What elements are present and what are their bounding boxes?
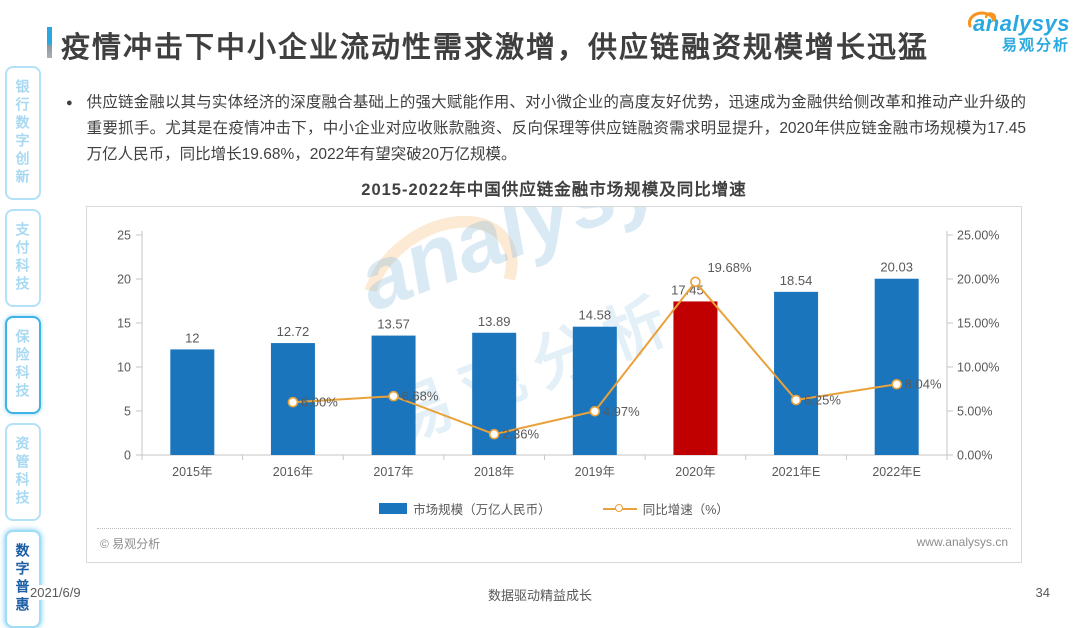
sidebar-item-insurance-tech[interactable]: 保险科技 [4, 316, 41, 414]
svg-text:2021年E: 2021年E [772, 465, 821, 479]
svg-text:2015年: 2015年 [172, 465, 212, 479]
svg-text:2018年: 2018年 [474, 465, 514, 479]
footer-motto: 数据驱动精益成长 [487, 588, 592, 603]
legend-item-growth-rate: 同比增速（%） [602, 499, 729, 518]
svg-text:5.00%: 5.00% [957, 405, 992, 419]
sidebar-nav: 银行数字创新 支付科技 保险科技 资管科技 数字普惠 [4, 66, 41, 628]
page-footer: 数据驱动精益成长 2021/6/9 34 [0, 585, 1080, 603]
sidebar-item-asset-management-tech[interactable]: 资管科技 [4, 423, 41, 521]
svg-text:25.00%: 25.00% [957, 229, 999, 243]
footer-date: 2021/6/9 [30, 585, 81, 600]
svg-text:25: 25 [117, 229, 131, 243]
sidebar-item-payment-tech[interactable]: 支付科技 [4, 209, 41, 307]
market-scale-growth-chart: 0 5 10 15 20 25 0.00% 5.00% 10.00% 15.00% 20.00% 25… [117, 229, 999, 480]
page-number: 34 [1035, 585, 1050, 600]
svg-text:15: 15 [117, 317, 131, 331]
svg-text:10: 10 [117, 361, 131, 375]
chart-copyright: © 易观分析 [100, 537, 161, 551]
title-accent-bar [47, 27, 52, 58]
svg-text:0.00%: 0.00% [957, 449, 992, 463]
svg-text:20.03: 20.03 [880, 260, 913, 275]
svg-text:0: 0 [124, 449, 131, 463]
chart-panel: analysys 易观分析 0 5 10 15 20 25 0.00% 5.00% 10.00%… [86, 206, 1022, 563]
legend-bar-swatch [379, 503, 408, 514]
svg-text:2017年: 2017年 [373, 465, 413, 479]
svg-text:2019年: 2019年 [575, 465, 615, 479]
logo-brand-chinese: 易观分析 [1001, 37, 1070, 54]
svg-text:2016年: 2016年 [273, 465, 313, 479]
svg-text:18.54: 18.54 [780, 273, 813, 288]
svg-text:6.25%: 6.25% [804, 393, 841, 408]
svg-text:10.00%: 10.00% [957, 361, 999, 375]
svg-text:14.58: 14.58 [579, 308, 612, 323]
sidebar-item-bank-digital-innovation[interactable]: 银行数字创新 [4, 66, 41, 200]
svg-text:20.00%: 20.00% [957, 273, 999, 287]
svg-text:6.68%: 6.68% [402, 389, 439, 404]
legend-line-swatch [602, 503, 637, 512]
svg-text:6.00%: 6.00% [301, 395, 338, 410]
logo-brand-text: analysys [973, 11, 1070, 36]
legend-item-market-scale: 市场规模（万亿人民币） [379, 499, 551, 518]
svg-text:13.89: 13.89 [478, 314, 511, 329]
logo-swirl-icon [967, 11, 997, 28]
page-title: 疫情冲击下中小企业流动性需求激增，供应链融资规模增长迅猛 [61, 32, 930, 64]
chart-footer-divider [97, 528, 1011, 529]
svg-text:12: 12 [185, 330, 199, 345]
chart-legend: 市场规模（万亿人民币） 同比增速（%） [87, 499, 1021, 518]
svg-text:2.36%: 2.36% [502, 427, 539, 442]
legend-line-label: 同比增速（%） [642, 503, 729, 517]
chart-footer: © 易观分析 www.analysys.cn [87, 529, 1021, 552]
chart-website: www.analysys.cn [916, 535, 1008, 549]
svg-text:12.72: 12.72 [277, 324, 310, 339]
svg-text:4.97%: 4.97% [603, 404, 640, 419]
svg-text:2020年: 2020年 [675, 465, 715, 479]
svg-text:8.04%: 8.04% [905, 377, 942, 392]
sidebar-item-digital-inclusion[interactable]: 数字普惠 [4, 530, 41, 628]
svg-text:15.00%: 15.00% [957, 317, 999, 331]
svg-text:5: 5 [124, 405, 131, 419]
summary-text: 供应链金融以其与实体经济的深度融合基础上的强大赋能作用、对小微企业的高度友好优势… [86, 94, 1026, 163]
chart-title: 2015-2022年中国供应链金融市场规模及同比增速 [361, 181, 747, 199]
svg-text:13.57: 13.57 [377, 317, 410, 332]
summary-bullet: ● 供应链金融以其与实体经济的深度融合基础上的强大赋能作用、对小微企业的高度友好… [66, 90, 1026, 168]
svg-text:20: 20 [117, 273, 131, 287]
bullet-icon: ● [66, 97, 73, 109]
svg-text:2022年E: 2022年E [872, 465, 921, 479]
legend-bar-label: 市场规模（万亿人民币） [413, 503, 551, 517]
analysys-logo: analysys 易观分析 [967, 11, 1070, 54]
svg-text:19.68%: 19.68% [707, 260, 752, 275]
report-slide: 疫情冲击下中小企业流动性需求激增，供应链融资规模增长迅猛 analysys 易观… [0, 11, 1080, 628]
